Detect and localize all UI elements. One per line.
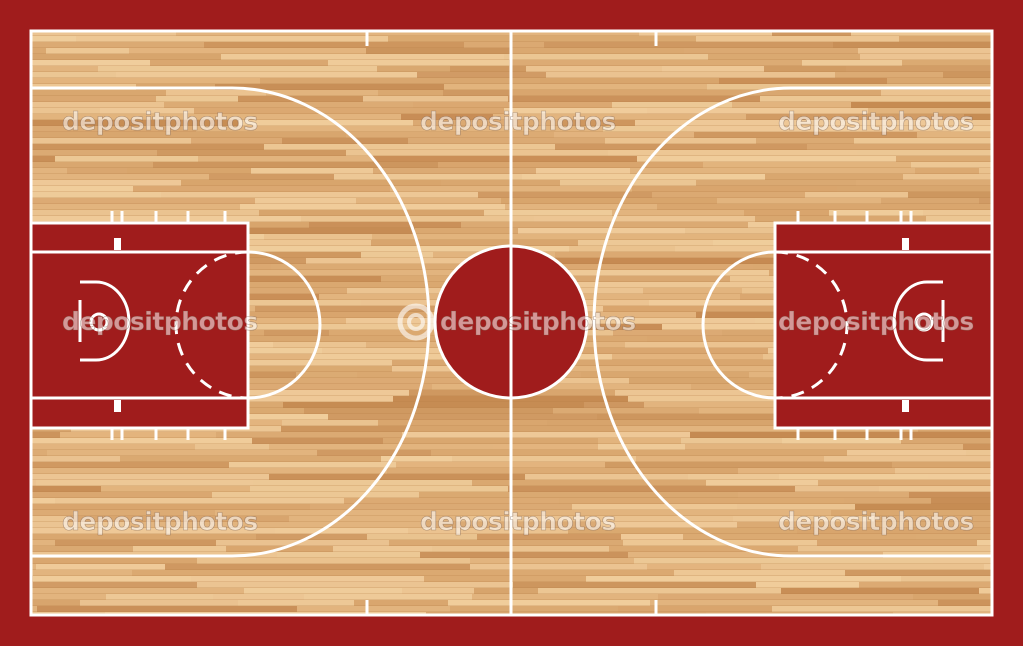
- right-three-point-line: [592, 86, 992, 558]
- painted-areas: [30, 222, 993, 428]
- lane-block-marks: [114, 238, 909, 412]
- deposit-logo-icon: [397, 303, 435, 341]
- left-three-point-line: [31, 86, 431, 558]
- court-lines: [29, 29, 994, 617]
- center-circle-line: [433, 244, 589, 400]
- left-key-paint: [30, 222, 248, 428]
- right-key-paint: [775, 222, 993, 428]
